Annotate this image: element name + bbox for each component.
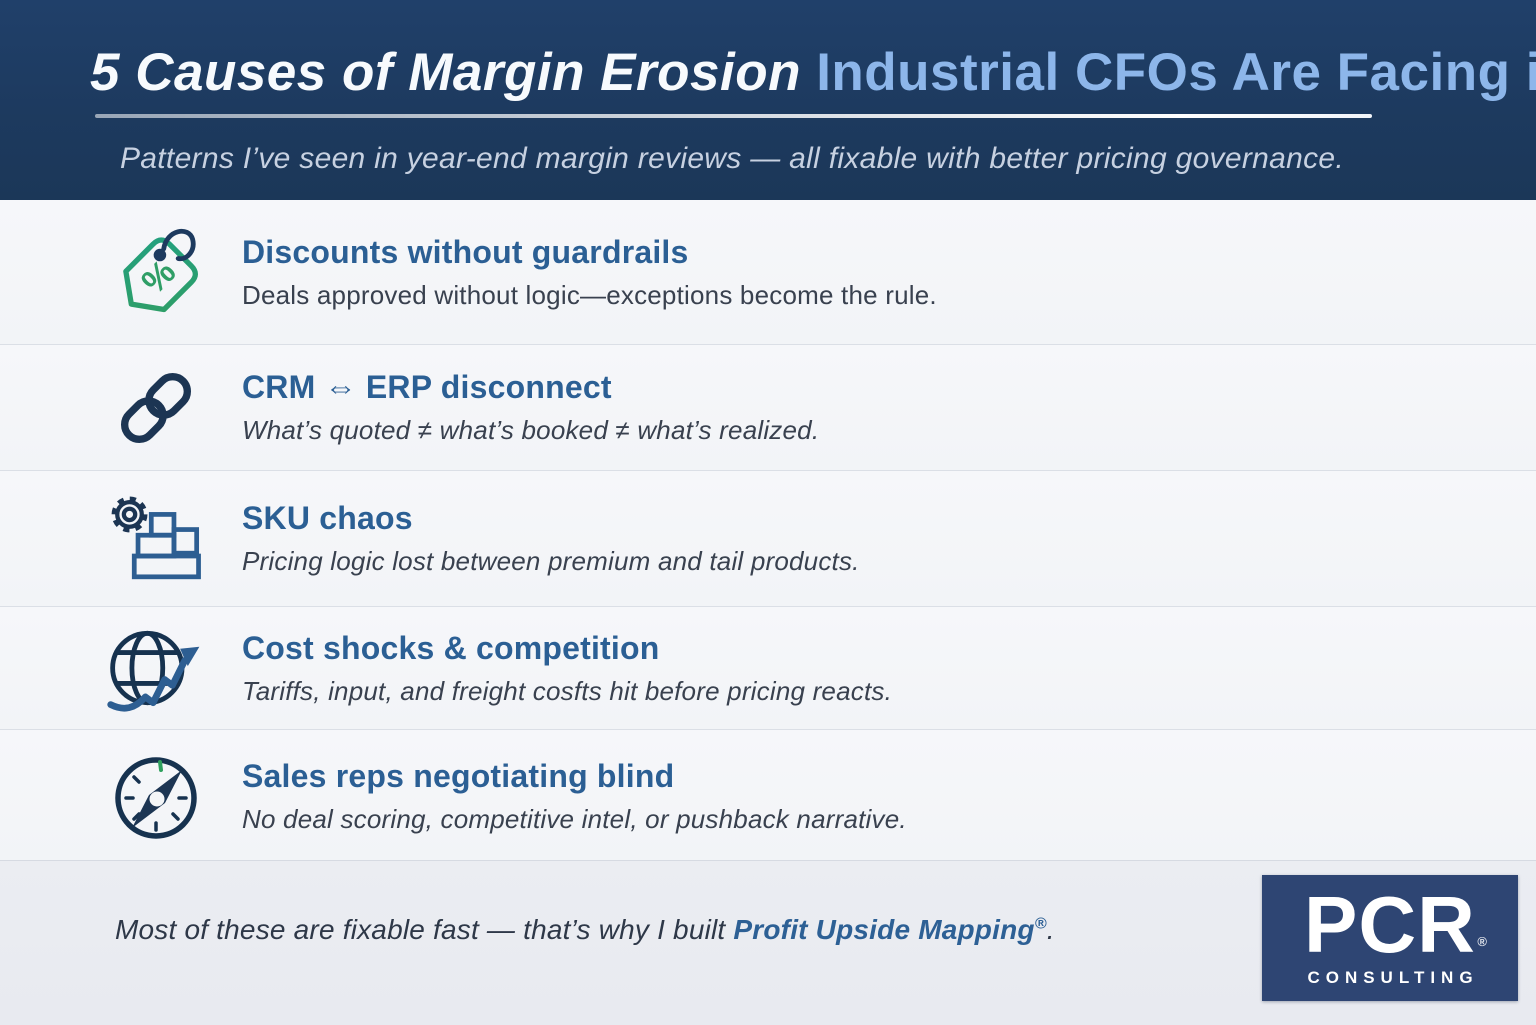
pcr-consulting-logo: PCR ® CONSULTING xyxy=(1262,875,1518,1001)
logo-acronym-text: PCR xyxy=(1304,880,1476,970)
logo-registered-mark: ® xyxy=(1477,933,1488,949)
cause-title: Sales reps negotiating blind xyxy=(242,757,675,794)
cause-title: SKU chaos xyxy=(242,500,413,536)
cause-text: CRM ⇔ ERP disconnect What’s quoted ≠ wha… xyxy=(242,369,819,446)
cause-description: Pricing logic lost between premium and t… xyxy=(242,546,860,576)
page-title-secondary: Industrial CFOs Are Facing in 2025 xyxy=(816,43,1536,102)
logo-subtext: CONSULTING xyxy=(1307,967,1479,987)
cause-description: Tariffs, input, and freight cosfts hit b… xyxy=(242,675,892,706)
footer-note: Most of these are fixable fast — that’s … xyxy=(115,914,1055,946)
cause-description: Deals approved without logic—exceptions … xyxy=(242,279,937,310)
chain-link-icon xyxy=(70,359,242,457)
registered-mark: ® xyxy=(1034,915,1047,933)
cause-title: CRM ⇔ ERP disconnect xyxy=(242,369,612,405)
cause-row-cost-shocks: Cost shocks & competition Tariffs, input… xyxy=(0,607,1536,730)
footer-note-highlight: Profit Upside Mapping xyxy=(733,914,1035,945)
footer-note-prefix: Most of these are fixable fast — that’s … xyxy=(115,914,734,945)
footer-note-suffix: . xyxy=(1046,914,1055,945)
cause-text: Sales reps negotiating blind No deal sco… xyxy=(242,758,907,835)
cause-text: SKU chaos Pricing logic lost between pre… xyxy=(242,500,860,577)
cause-text: Cost shocks & competition Tariffs, input… xyxy=(242,630,892,707)
page-title-primary: 5 Causes of Margin Erosion xyxy=(90,43,801,102)
footer: Most of these are fixable fast — that’s … xyxy=(0,860,1536,1025)
cause-row-discounts: % Discounts without guardrails Deals app… xyxy=(0,200,1536,345)
cause-description: No deal scoring, competitive intel, or p… xyxy=(242,803,907,834)
page-subtitle: Patterns I’ve seen in year-end margin re… xyxy=(120,142,1345,175)
page-title: 5 Causes of Margin Erosion Industrial CF… xyxy=(90,42,1536,103)
price-tag-icon: % xyxy=(70,219,242,325)
cause-row-crm-erp: CRM ⇔ ERP disconnect What’s quoted ≠ wha… xyxy=(0,345,1536,471)
header-banner: 5 Causes of Margin Erosion Industrial CF… xyxy=(0,0,1536,200)
cause-description: What’s quoted ≠ what’s booked ≠ what’s r… xyxy=(242,415,820,445)
compass-icon xyxy=(70,746,242,846)
cause-row-sku: SKU chaos Pricing logic lost between pre… xyxy=(0,471,1536,607)
causes-list: % Discounts without guardrails Deals app… xyxy=(0,200,1536,863)
gear-bricks-icon xyxy=(70,491,242,587)
globe-trend-arrow-icon xyxy=(70,619,242,717)
cause-title: Cost shocks & competition xyxy=(242,629,660,666)
title-underline xyxy=(95,114,1372,118)
cause-text: Discounts without guardrails Deals appro… xyxy=(242,234,937,311)
cause-title: Discounts without guardrails xyxy=(242,233,689,270)
cause-row-negotiating-blind: Sales reps negotiating blind No deal sco… xyxy=(0,730,1536,863)
logo-acronym: PCR ® xyxy=(1304,885,1487,965)
